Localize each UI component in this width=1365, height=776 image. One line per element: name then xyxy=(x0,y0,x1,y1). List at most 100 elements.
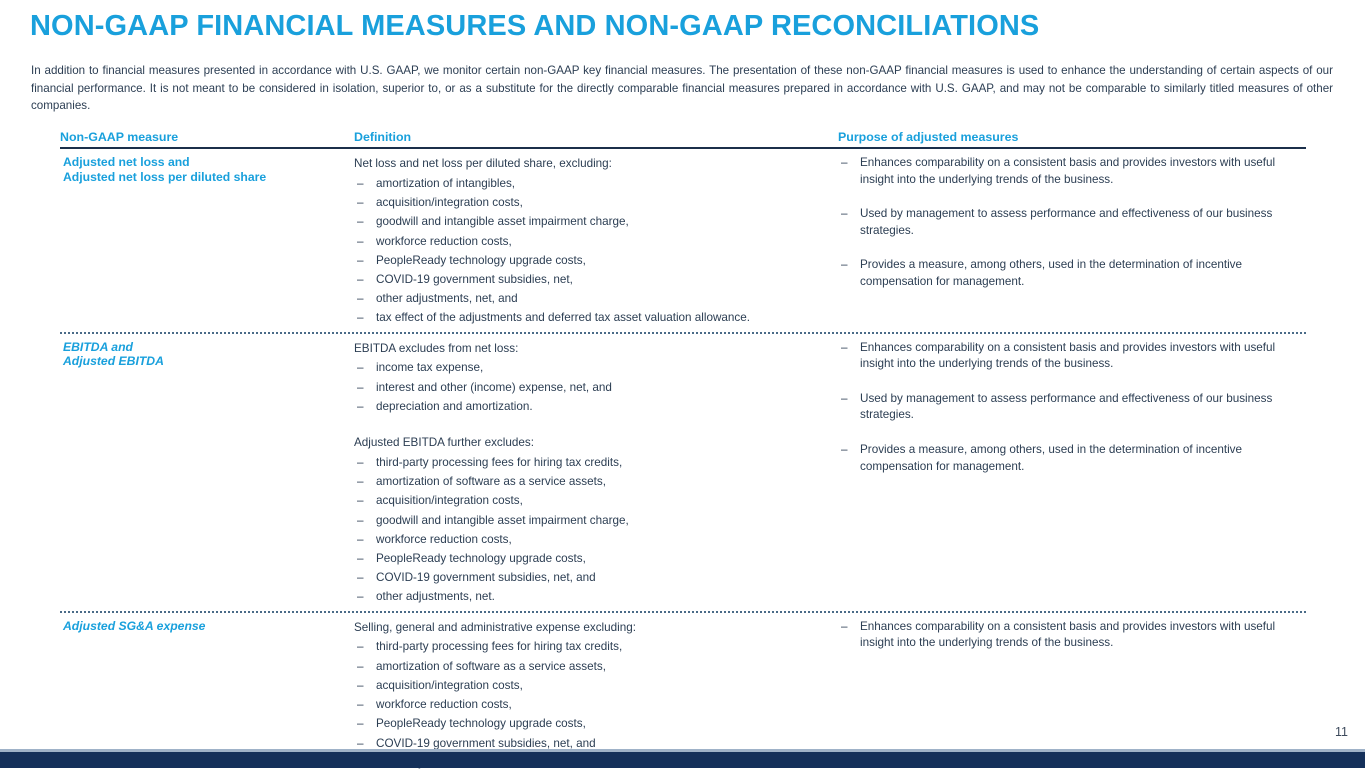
definition-list: – third-party processing fees for hiring … xyxy=(354,453,838,607)
table-row: EBITDA and Adjusted EBITDA EBITDA excludes… xyxy=(60,334,1306,611)
dash-bullet-icon: – xyxy=(357,361,364,375)
measure-label-line: Adjusted EBITDA xyxy=(63,354,164,369)
definition-list-item: – income tax expense, xyxy=(354,358,838,377)
definition-list-item-text: workforce reduction costs, xyxy=(376,698,512,712)
purpose-cell: – Enhances comparability on a consistent … xyxy=(838,619,1306,772)
definition-list-item: – PeopleReady technology upgrade costs, xyxy=(354,714,838,733)
table-header-row: Non-GAAP measure Definition Purpose of a… xyxy=(60,130,1306,147)
definition-list-item: – amortization of software as a service a… xyxy=(354,657,838,676)
purpose-list-item: – Enhances comparability on a consistent … xyxy=(838,340,1302,373)
measure-label-line: Adjusted net loss per diluted share xyxy=(63,169,267,184)
definition-list-item: – PeopleReady technology upgrade costs, xyxy=(354,251,838,270)
definition-list-item-text: other adjustments, net. xyxy=(376,590,495,604)
definition-lead-text: Net loss and net loss per diluted share,… xyxy=(354,157,612,170)
dash-bullet-icon: – xyxy=(841,340,848,354)
column-header-measure: Non-GAAP measure xyxy=(60,130,179,144)
intro-paragraph: In addition to financial measures presen… xyxy=(31,64,1333,113)
dash-bullet-icon: – xyxy=(357,590,364,604)
page-title: NON-GAAP FINANCIAL MEASURES AND NON-GAAP… xyxy=(30,10,1040,42)
dash-bullet-icon: – xyxy=(357,717,364,731)
dash-bullet-icon: – xyxy=(357,399,364,413)
definition-list-item-text: amortization of software as a service as… xyxy=(376,475,606,489)
purpose-list: – Enhances comparability on a consistent … xyxy=(838,155,1306,291)
definition-list-item: – acquisition/integration costs, xyxy=(354,676,838,695)
purpose-list-item: – Provides a measure, among others, used … xyxy=(838,442,1302,475)
column-header-definition: Definition xyxy=(354,130,412,144)
purpose-list-item: – Enhances comparability on a consistent … xyxy=(838,619,1302,652)
definition-lead-text: Adjusted EBITDA further excludes: xyxy=(354,436,534,450)
purpose-list-item-text: Provides a measure, among others, used i… xyxy=(860,258,1243,288)
dash-bullet-icon: – xyxy=(357,532,364,546)
non-gaap-measures-table: Non-GAAP measure Definition Purpose of a… xyxy=(60,130,1306,776)
definition-list-item-text: goodwill and intangible asset impairment… xyxy=(376,513,629,527)
page-number: 11 xyxy=(1335,725,1348,739)
measure-cell: EBITDA and Adjusted EBITDA xyxy=(60,340,354,607)
measure-label: EBITDA and Adjusted EBITDA xyxy=(60,340,354,369)
dash-bullet-icon: – xyxy=(357,551,364,565)
definition-cell: EBITDA excludes from net loss: – income ta… xyxy=(354,340,838,607)
row-divider xyxy=(60,331,1306,334)
dash-bullet-icon: – xyxy=(357,311,364,325)
definition-list-item: – COVID-19 government subsidies, net, xyxy=(354,270,838,289)
definition-list-item-text: third-party processing fees for hiring t… xyxy=(376,640,623,654)
purpose-list: – Enhances comparability on a consistent … xyxy=(838,340,1306,476)
purpose-list-item-text: Used by management to assess performance… xyxy=(860,207,1273,237)
footer-bar xyxy=(0,752,1365,768)
definition-list-item-text: interest and other (income) expense, net… xyxy=(376,380,612,394)
definition-list: – amortization of intangibles, – acquisitio… xyxy=(354,174,838,328)
purpose-cell: – Enhances comparability on a consistent … xyxy=(838,155,1306,328)
dash-bullet-icon: – xyxy=(357,640,364,654)
definition-block-gap xyxy=(354,416,838,434)
measure-label: Adjusted SG&A expense xyxy=(60,619,354,634)
dash-bullet-icon: – xyxy=(357,571,364,585)
table-body: Adjusted net loss and Adjusted net loss p… xyxy=(60,149,1306,776)
definition-list-item: – goodwill and intangible asset impairmen… xyxy=(354,511,838,530)
dash-bullet-icon: – xyxy=(357,234,364,248)
definition-list-item-text: depreciation and amortization. xyxy=(376,399,533,413)
measure-label-line: EBITDA and xyxy=(63,339,133,354)
purpose-cell: – Enhances comparability on a consistent … xyxy=(838,340,1306,607)
dash-bullet-icon: – xyxy=(357,698,364,712)
dash-bullet-icon: – xyxy=(357,196,364,210)
definition-list-item: – third-party processing fees for hiring … xyxy=(354,637,838,656)
definition-list-item-text: COVID-19 government subsidies, net, and xyxy=(376,736,596,750)
dash-bullet-icon: – xyxy=(357,380,364,394)
definition-list-item: – depreciation and amortization. xyxy=(354,397,838,416)
column-header-purpose: Purpose of adjusted measures xyxy=(838,130,1019,144)
definition-list-item-text: PeopleReady technology upgrade costs, xyxy=(376,253,586,267)
purpose-list-item: – Used by management to assess performanc… xyxy=(838,391,1302,424)
purpose-list: – Enhances comparability on a consistent … xyxy=(838,619,1306,652)
header-divider xyxy=(60,147,1306,149)
dash-bullet-icon: – xyxy=(357,659,364,673)
dash-bullet-icon: – xyxy=(357,455,364,469)
definition-lead-text: EBITDA excludes from net loss: xyxy=(354,341,519,355)
definition-list-item-text: PeopleReady technology upgrade costs, xyxy=(376,717,586,731)
dash-bullet-icon: – xyxy=(357,253,364,267)
definition-list-item: – interest and other (income) expense, ne… xyxy=(354,378,838,397)
definition-list-item: – workforce reduction costs, xyxy=(354,232,838,251)
definition-list-item: – workforce reduction costs, xyxy=(354,530,838,549)
definition-list-item-text: income tax expense, xyxy=(376,361,484,375)
definition-cell: Net loss and net loss per diluted share,… xyxy=(354,155,838,328)
definition-list-item-text: acquisition/integration costs, xyxy=(376,678,523,692)
definition-list-item-text: amortization of intangibles, xyxy=(376,176,516,190)
definition-list-item-text: COVID-19 government subsidies, net, and xyxy=(376,571,596,585)
dash-bullet-icon: – xyxy=(841,391,848,405)
definition-list-item: – goodwill and intangible asset impairmen… xyxy=(354,212,838,231)
definition-list-item-text: acquisition/integration costs, xyxy=(376,494,523,508)
dash-bullet-icon: – xyxy=(357,292,364,306)
definition-list-item-text: PeopleReady technology upgrade costs, xyxy=(376,551,586,565)
dash-bullet-icon: – xyxy=(357,678,364,692)
definition-list-item: – COVID-19 government subsidies, net, and xyxy=(354,568,838,587)
definition-list-item-text: workforce reduction costs, xyxy=(376,532,512,546)
measure-cell: Adjusted SG&A expense xyxy=(60,619,354,772)
row-divider xyxy=(60,610,1306,613)
definition-list-item: – workforce reduction costs, xyxy=(354,695,838,714)
definition-list-item: –other adjustments, net. xyxy=(354,587,838,606)
purpose-list-item: – Enhances comparability on a consistent … xyxy=(838,155,1302,188)
dash-bullet-icon: – xyxy=(357,215,364,229)
purpose-list-item: – Used by management to assess performanc… xyxy=(838,206,1302,239)
measure-label-line: Adjusted SG&A expense xyxy=(63,618,206,633)
dash-bullet-icon: – xyxy=(357,272,364,286)
